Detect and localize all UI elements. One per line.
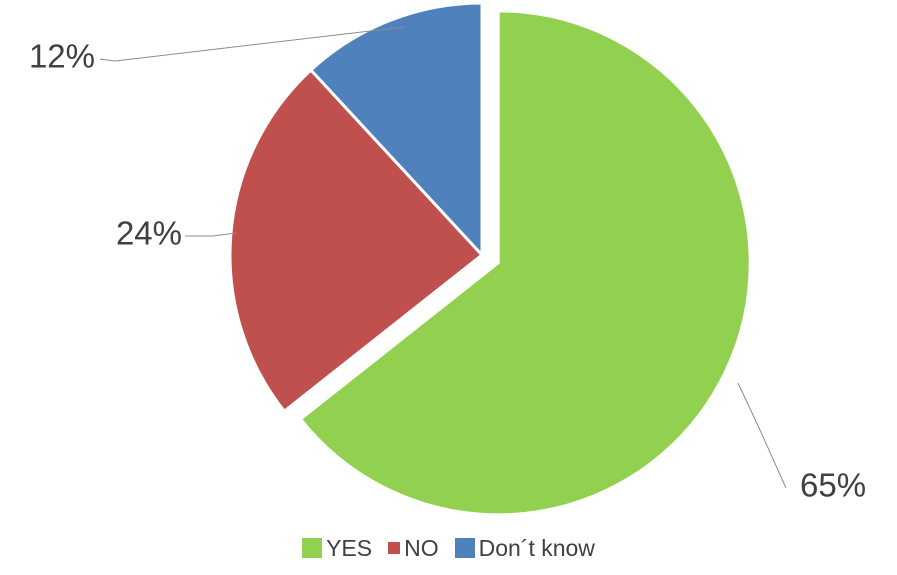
pie-slice-no <box>228 68 484 413</box>
data-label-no: 24% <box>116 215 182 252</box>
legend-label-yes: YES <box>326 534 373 561</box>
data-label-yes: 65% <box>800 467 866 504</box>
data-label-don-t-know: 12% <box>29 38 95 75</box>
legend-label-dont-know: Don´t know <box>478 534 595 561</box>
pie-slice-don-t-know <box>309 1 484 257</box>
legend-label-no: NO <box>404 534 439 561</box>
leader-line-yes <box>737 382 787 489</box>
legend-item-dont-know: Don´t know <box>454 534 595 562</box>
legend-item-yes: YES <box>302 535 372 562</box>
legend-swatch-no <box>388 542 401 554</box>
legend: YES NO Don´t know <box>0 533 897 563</box>
leader-line-no <box>185 232 237 237</box>
pie-slice-yes <box>298 9 752 517</box>
pie-slices <box>228 1 752 517</box>
data-labels: 65% 24% 12% <box>29 38 866 504</box>
legend-swatch-dont-know <box>454 538 475 558</box>
legend-item-no: NO <box>388 535 439 562</box>
legend-swatch-yes <box>302 538 323 558</box>
leader-lines <box>99 26 787 489</box>
leader-line-don-t-know <box>99 26 405 62</box>
